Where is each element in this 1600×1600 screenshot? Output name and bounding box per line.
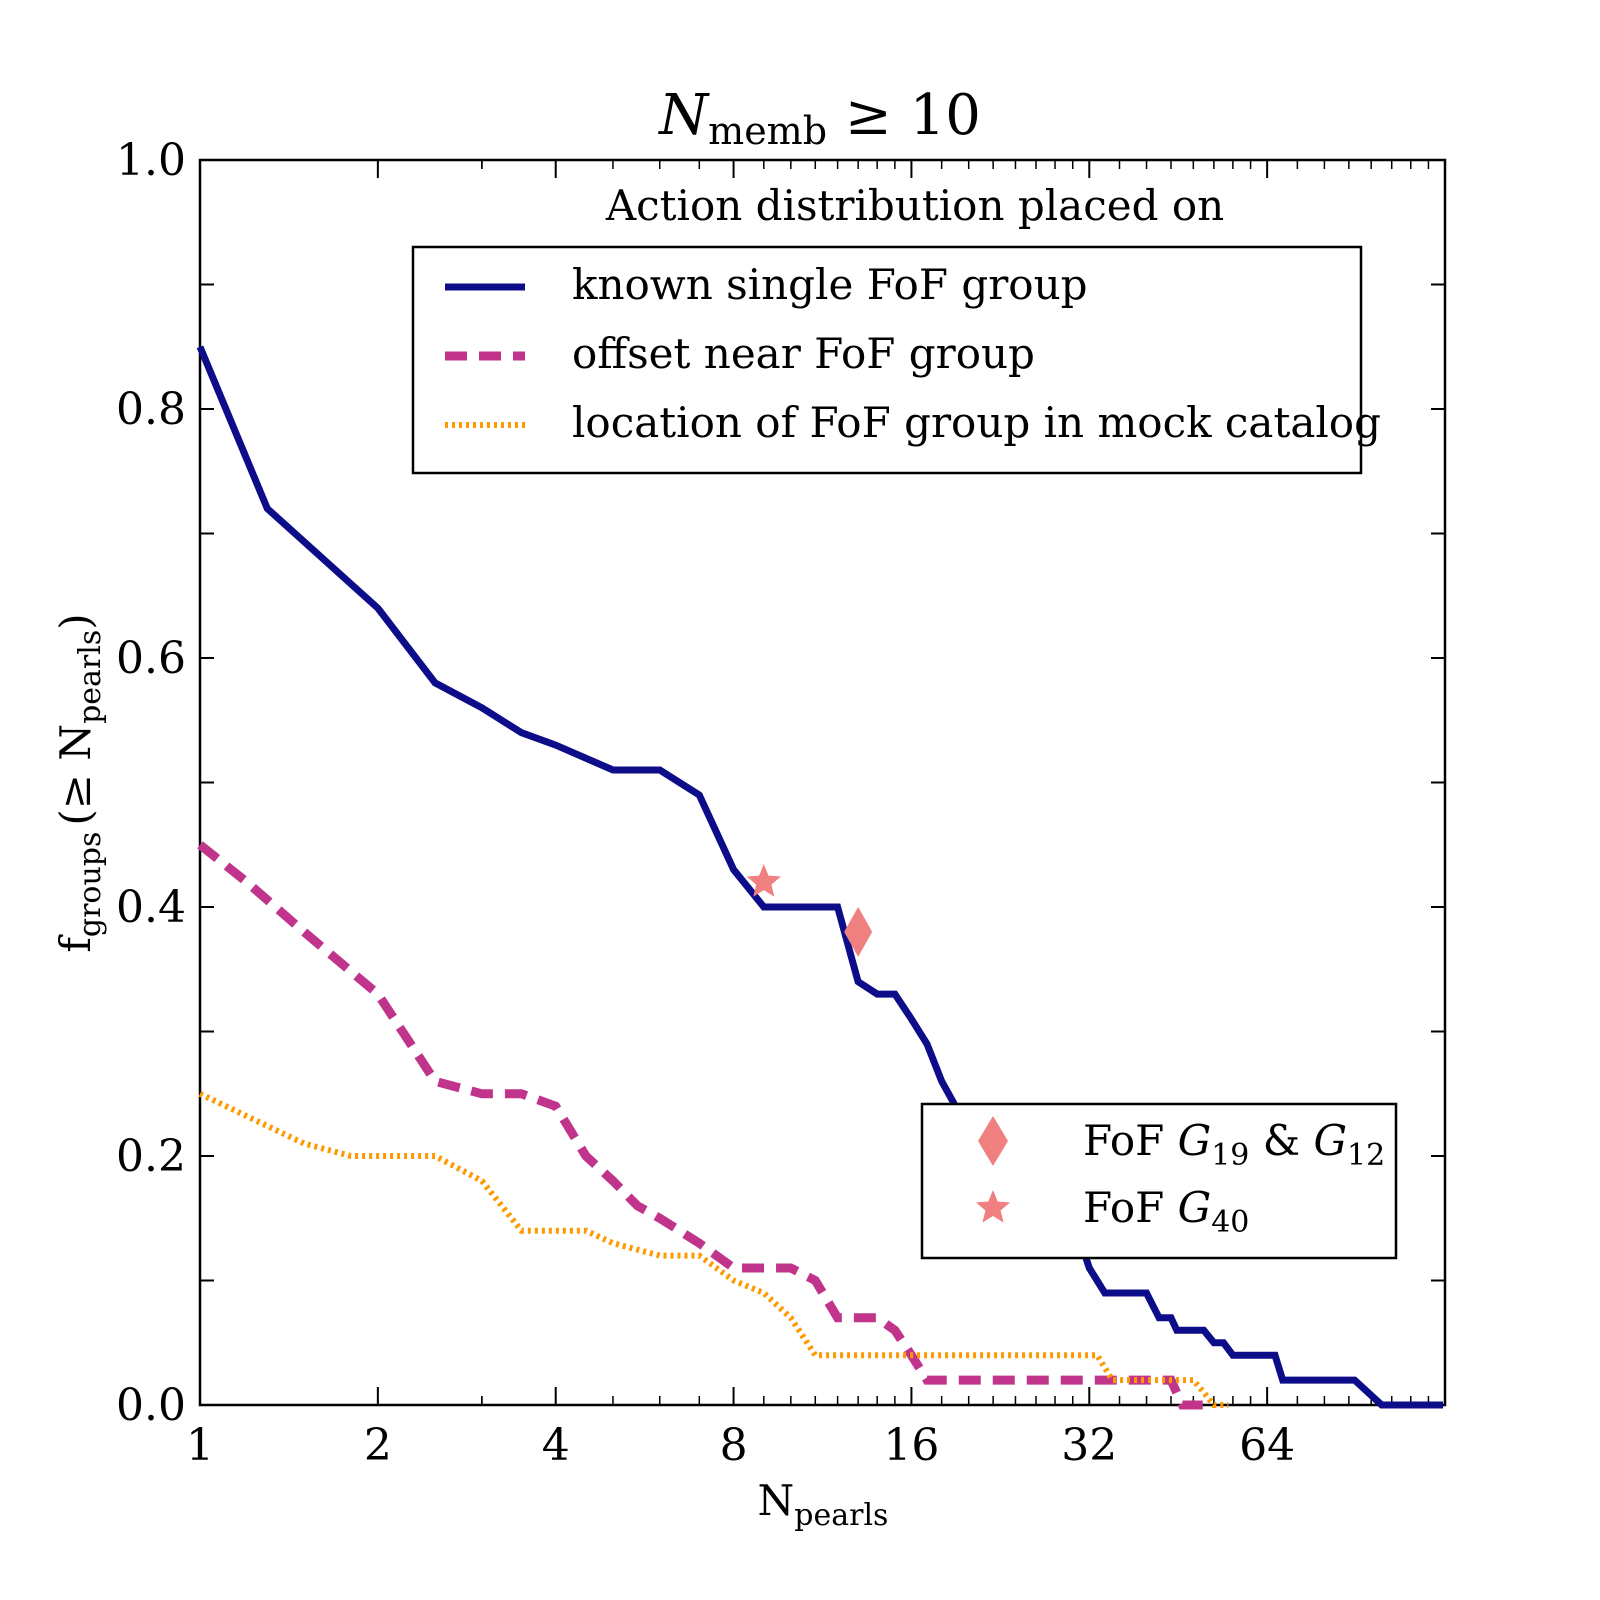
legend-diamond-icon <box>978 1116 1008 1166</box>
y-tick-label: 0.2 <box>116 1131 186 1182</box>
axis-tick-labels: 0.0 0.2 0.4 0.6 0.8 1.0 1 2 4 8 16 32 64 <box>116 135 1295 1471</box>
x-tick-label: 1 <box>186 1420 214 1471</box>
series-legend-box <box>411 245 1363 475</box>
chart-title: Nmemb ≥ 10 <box>657 83 981 153</box>
x-tick-label: 8 <box>720 1420 748 1471</box>
x-tick-label: 32 <box>1061 1420 1117 1471</box>
x-tick-label: 16 <box>883 1420 939 1471</box>
y-tick-label: 0.0 <box>116 1380 186 1431</box>
legend-label-mock-catalog: location of FoF group in mock catalog <box>572 398 1381 447</box>
legend-star-icon <box>975 1190 1011 1223</box>
x-tick-label: 4 <box>542 1420 570 1471</box>
y-tick-label: 0.8 <box>116 384 186 435</box>
x-tick-label: 64 <box>1239 1420 1295 1471</box>
series-line-offset-near <box>197 841 1204 1410</box>
x-tick-label: 2 <box>364 1420 392 1471</box>
series-legend: known single FoF group offset near FoF g… <box>411 245 1381 475</box>
marker-legend: FoF G19 & G12 FoF G40 <box>920 1102 1398 1260</box>
legend-label-offset-near: offset near FoF group <box>572 329 1035 378</box>
legend-title: Action distribution placed on <box>605 181 1224 230</box>
legend-label-diamond: FoF G19 & G12 <box>1083 1116 1385 1173</box>
series-line-mock-catalog <box>198 1091 1229 1408</box>
y-tick-label: 1.0 <box>116 135 186 186</box>
diamond-marker <box>844 906 873 957</box>
axis-ticks <box>199 159 1445 1406</box>
y-tick-label: 0.4 <box>116 882 186 933</box>
y-tick-label: 0.6 <box>116 633 186 684</box>
star-marker <box>746 864 781 897</box>
x-axis-label: Npearls <box>758 1476 889 1533</box>
marker-layer <box>746 864 873 957</box>
legend-label-star: FoF G40 <box>1083 1183 1249 1240</box>
y-axis-label: fgroups(≥ Npearls) <box>51 613 108 952</box>
legend-label-known-single: known single FoF group <box>572 260 1088 309</box>
